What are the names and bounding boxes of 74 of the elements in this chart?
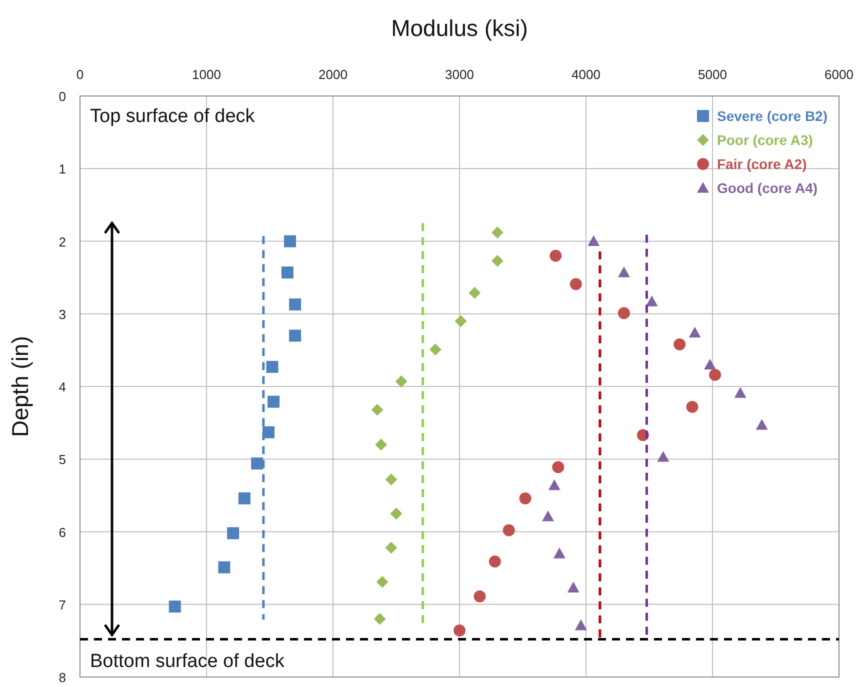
legend-label: Fair (core A2): [717, 156, 807, 172]
x-tick-label: 1000: [192, 67, 221, 82]
x-tick-label: 0: [76, 67, 84, 82]
y-tick-label: 5: [58, 452, 66, 468]
x-tick-label: 6000: [824, 67, 854, 82]
y-tick-label: 0: [58, 89, 66, 104]
point: [390, 508, 402, 520]
point: [502, 524, 515, 536]
point: [374, 612, 386, 625]
point: [657, 450, 670, 462]
point: [474, 590, 486, 602]
point: [734, 387, 746, 398]
point: [375, 438, 388, 451]
point: [262, 426, 274, 438]
point: [548, 479, 560, 490]
x-tick-label: 3000: [445, 67, 474, 82]
point: [542, 510, 554, 522]
y-axis-title: Depth (in): [7, 336, 33, 437]
point: [454, 315, 467, 328]
point: [688, 326, 701, 338]
point: [218, 561, 230, 574]
point: [491, 226, 504, 239]
point: [704, 358, 716, 370]
point: [289, 330, 302, 342]
point: [646, 296, 658, 306]
x-tick-label: 5000: [698, 67, 727, 82]
point: [553, 548, 566, 558]
annotation: Top surface of deck: [90, 106, 256, 127]
point: [238, 492, 250, 504]
x-axis-title: Modulus (ksi): [391, 15, 528, 41]
point: [376, 576, 388, 588]
y-tick-label: 2: [58, 234, 66, 250]
y-tick-label: 1: [58, 162, 66, 177]
point: [371, 404, 384, 416]
legend-label: Severe (core B2): [717, 108, 828, 124]
point: [429, 343, 442, 356]
point: [266, 360, 278, 373]
legend-label: Poor (core A3): [717, 132, 813, 148]
point: [251, 457, 264, 470]
point: [570, 278, 582, 290]
y-tick-label: 6: [58, 524, 66, 540]
y-tick-label: 8: [58, 670, 66, 685]
point: [468, 286, 481, 299]
point: [284, 235, 296, 248]
point: [618, 307, 630, 320]
legend-label: Good (core A4): [717, 180, 818, 196]
point: [686, 400, 698, 413]
point: [385, 542, 398, 554]
point: [756, 418, 768, 430]
annotation: Bottom surface of deck: [90, 651, 285, 672]
point: [168, 600, 181, 613]
point: [454, 624, 466, 637]
point: [709, 368, 722, 381]
y-tick-label: 4: [58, 380, 66, 394]
point: [618, 266, 630, 278]
y-tick-label: 7: [58, 597, 66, 612]
point: [574, 619, 587, 630]
point: [674, 338, 686, 350]
point: [552, 461, 564, 474]
x-tick-label: 2000: [318, 67, 348, 82]
point: [281, 266, 294, 278]
x-tick-label: 4000: [572, 67, 600, 82]
point: [395, 375, 408, 388]
point: [519, 492, 532, 504]
point: [550, 250, 562, 262]
point: [588, 235, 600, 246]
point: [268, 396, 280, 408]
point: [567, 582, 580, 592]
point: [491, 254, 504, 267]
y-tick-label: 3: [58, 306, 66, 322]
point: [488, 556, 501, 568]
point: [227, 527, 240, 540]
point: [385, 473, 398, 486]
point: [289, 298, 302, 310]
